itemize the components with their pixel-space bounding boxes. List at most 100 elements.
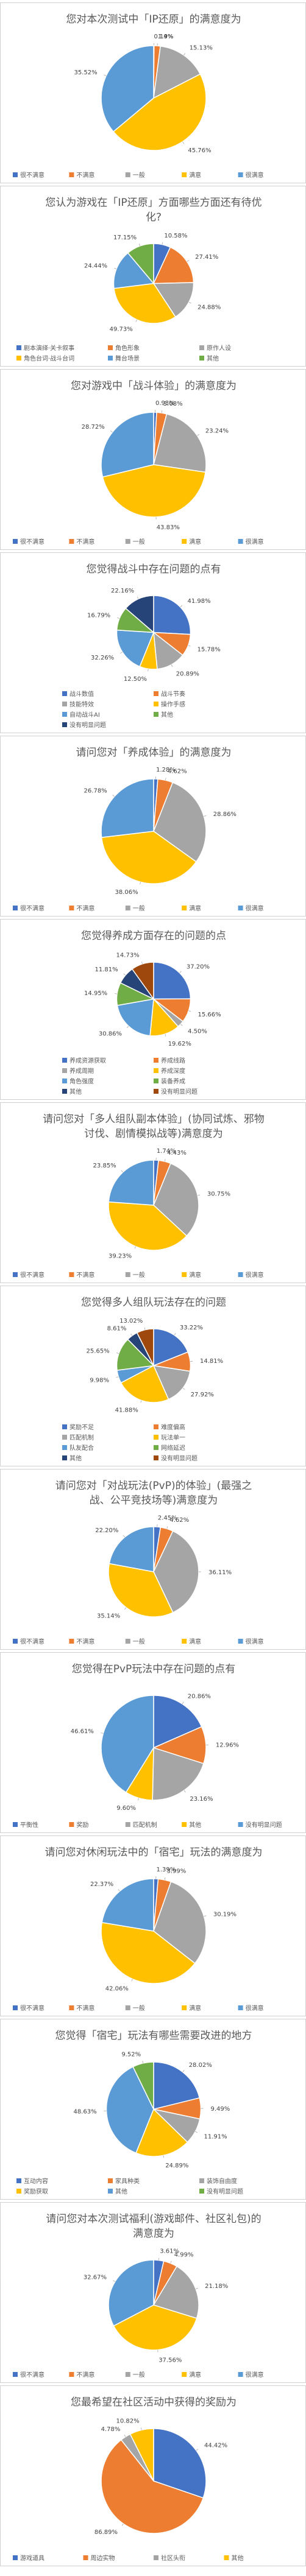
- slice-data-label: 44.42%: [204, 2443, 227, 2449]
- slice-data-label: 32.26%: [91, 655, 114, 661]
- legend-swatch: [238, 2372, 243, 2377]
- legend-label: 舞台场景: [115, 354, 140, 362]
- label-leader-line: [124, 1607, 127, 1610]
- chart-title: 您认为游戏在「IP还原」方面哪些方面还有待优化?: [45, 197, 262, 223]
- label-leader-line: [120, 652, 123, 654]
- pie-chart: 您最希望在社区活动中获得的奖励为 44.42% 86.89% 4.78%10.82% 游…: [13, 2396, 244, 2562]
- legend-label: 战斗节奏: [161, 691, 185, 698]
- chart-title: 请问您对「多人组队副本体验」(协同试炼、邪物讨伐、剧情模拟战等)满意度为: [43, 1113, 265, 1140]
- chart-card: 请问您对本次测试福利(游戏邮件、社区礼包)的满意度为 3.61% 4.99% 21.1…: [0, 2202, 306, 2383]
- chart-card: 您觉得在PvP玩法中存在问题的点有 20.86% 12.96% 23.16% 9.60%…: [0, 1652, 306, 1833]
- slice-data-label: 3.08%: [163, 401, 183, 407]
- pie-slice: [101, 1695, 154, 1793]
- label-leader-line: [195, 2287, 199, 2289]
- legend-swatch: [154, 1068, 158, 1073]
- chart-card: 请问您对「对战玩法(PvP)的体验」(最强之战、公平竞技场等)满意度为 2.45%…: [0, 1469, 306, 1650]
- pie-slice: [132, 2061, 154, 2110]
- legend-label: 很不满意: [20, 2371, 44, 2379]
- label-leader-line: [180, 1024, 183, 1026]
- legend-label: 网络延迟: [161, 1444, 185, 1452]
- legend-swatch: [238, 172, 243, 177]
- chart-card: 请问您对休闲玩法中的「宿宅」玩法的满意度为 1.39% 3.99% 30.19% 42.…: [0, 1835, 306, 2016]
- slice-data-label: 46.61%: [71, 1728, 94, 1735]
- slice-data-label: 20.86%: [188, 1694, 211, 1700]
- pie-slice: [153, 962, 191, 1000]
- legend-label: 满意: [189, 1638, 201, 1645]
- slice-data-label: 37.20%: [187, 963, 210, 970]
- label-leader-line: [138, 1798, 139, 1801]
- legend-label: 养成深度: [161, 1067, 185, 1075]
- label-leader-line: [182, 2070, 185, 2072]
- pie-chart: 您认为游戏在「IP还原」方面哪些方面还有待优化? 10.58% 27.41% 24.8…: [16, 197, 262, 362]
- slice-data-label: 9.60%: [116, 1805, 136, 1812]
- slice-data-label: 23.24%: [205, 428, 229, 435]
- legend-label: 很满意: [246, 2371, 264, 2379]
- legend-swatch: [182, 172, 187, 177]
- legend-label: 很满意: [246, 2004, 264, 2012]
- slice-data-label: 38.06%: [115, 889, 138, 896]
- legend-label: 养成资源获取: [69, 1057, 106, 1065]
- legend-label: 角色强度: [69, 1077, 94, 1085]
- legend-swatch: [16, 2178, 21, 2183]
- legend-label: 社区头衔: [161, 2554, 185, 2562]
- slice-data-label: 37.56%: [158, 2357, 182, 2364]
- slice-data-label: 20.89%: [176, 671, 199, 678]
- pie-slice: [153, 413, 207, 473]
- legend-swatch: [154, 1455, 158, 1460]
- legend-label: 没有明显问题: [69, 721, 106, 729]
- slice-data-label: 23.85%: [93, 1163, 116, 1169]
- legend-label: 一般: [133, 171, 145, 179]
- pie-slice: [153, 595, 191, 635]
- pie-slice: [152, 1747, 204, 1801]
- legend-swatch: [69, 2372, 74, 2377]
- pie-slice: [153, 781, 207, 863]
- pie-slice: [136, 1328, 154, 1366]
- slice-data-label: 41.98%: [188, 598, 211, 605]
- legend-label: 一般: [133, 1638, 145, 1645]
- legend-swatch: [238, 539, 243, 544]
- legend-label: 互动内容: [24, 2177, 48, 2185]
- pie-chart: 请问您对休闲玩法中的「宿宅」玩法的满意度为 1.39%3.99% 30.19% 42.…: [13, 1846, 264, 2012]
- slice-data-label: 33.22%: [180, 1325, 203, 1331]
- legend-swatch: [16, 2189, 21, 2194]
- slice-data-label: 15.66%: [198, 1012, 221, 1018]
- pie-slice: [152, 1726, 207, 1764]
- label-leader-line: [116, 1376, 119, 1378]
- legend-label: 不满意: [76, 2004, 94, 2012]
- legend-label: 其他: [115, 2187, 127, 2195]
- slice-data-label: 22.20%: [95, 1527, 118, 1534]
- slice-data-label: 0.93%: [155, 400, 175, 407]
- legend-swatch: [199, 2189, 204, 2194]
- slice-data-label: 1.28%: [156, 767, 176, 773]
- label-leader-line: [171, 664, 173, 667]
- legend-label: 其他: [161, 711, 173, 719]
- legend-label: 没有明显问题: [161, 1088, 197, 1096]
- legend-swatch: [62, 1435, 67, 1440]
- legend-swatch: [125, 2005, 130, 2010]
- label-leader-line: [188, 301, 191, 304]
- legend-swatch: [13, 1639, 18, 1644]
- legend-label: 很满意: [246, 538, 264, 546]
- slice-data-label: 39.23%: [109, 1253, 132, 1260]
- label-leader-line: [190, 1360, 193, 1362]
- legend-label: 很满意: [246, 171, 264, 179]
- legend-label: 玩法单一: [161, 1434, 185, 1441]
- slice-data-label: 9.52%: [121, 2051, 141, 2058]
- label-leader-line: [113, 2280, 115, 2282]
- label-leader-line: [170, 2261, 172, 2264]
- label-leader-line: [112, 794, 115, 797]
- legend-swatch: [13, 906, 18, 910]
- chart-title: 您对游戏中「战斗体验」的满意度为: [71, 380, 237, 392]
- slice-data-label: 12.96%: [216, 1742, 239, 1749]
- legend-label: 很不满意: [20, 171, 44, 179]
- legend-swatch: [125, 1822, 130, 1827]
- slice-data-label: 10.58%: [164, 233, 187, 239]
- chart-card: 您觉得战斗中存在问题的点有 41.98% 15.78% 20.89% 12.50% 32.…: [0, 552, 306, 733]
- pie-slice: [113, 252, 155, 289]
- slice-data-label: 25.65%: [87, 1348, 110, 1354]
- legend-label: 很满意: [246, 1271, 264, 1279]
- legend-label: 满意: [189, 1271, 201, 1279]
- slice-data-label: 35.14%: [97, 1613, 120, 1619]
- slice-data-label: 14.95%: [84, 990, 107, 997]
- slice-data-label: 19.62%: [168, 1041, 191, 1047]
